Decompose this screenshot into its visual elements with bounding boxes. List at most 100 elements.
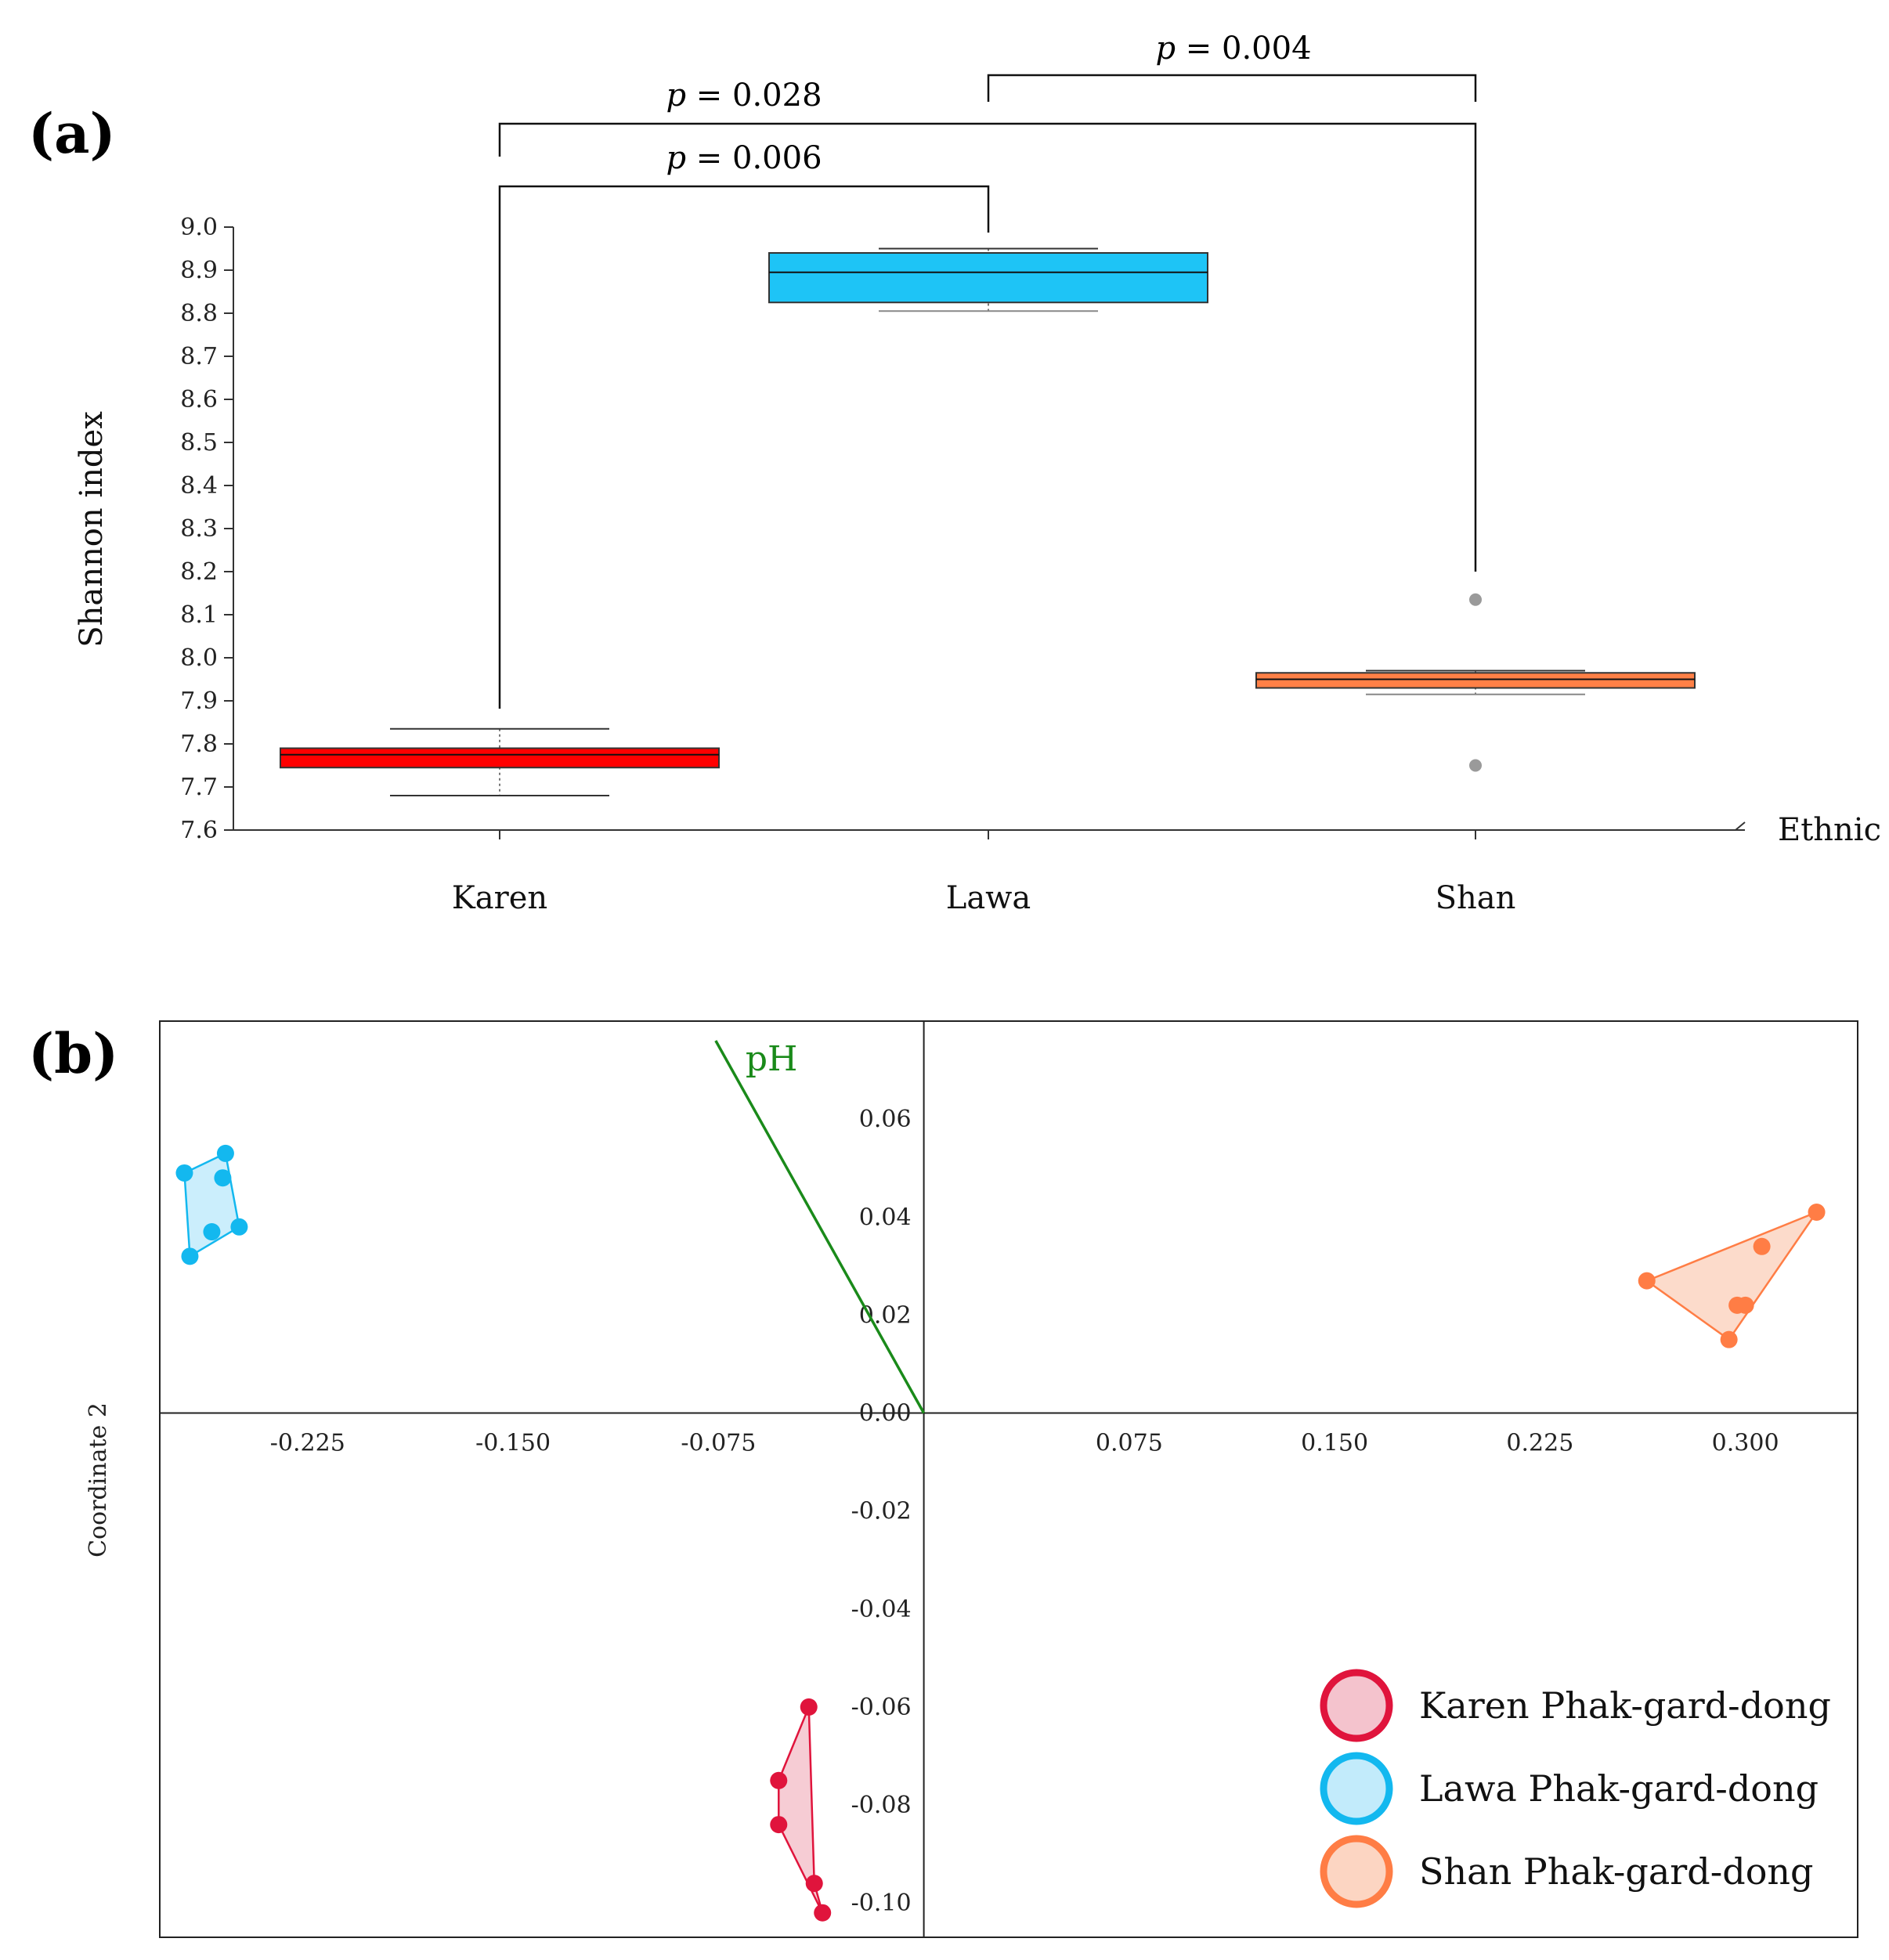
legend-swatch-lawa (1320, 1752, 1393, 1825)
box-iqr (280, 747, 720, 769)
y-tick-label: 7.9 (180, 688, 218, 715)
boxplot-axes: 7.6 7.7 7.8 7.9 8.0 8.1 8.2 8.3 8.4 8.5 8.6 8.7 8.8 8… (180, 214, 1746, 916)
p-value: = 0.006 (686, 140, 822, 176)
ph-vector-label: pH (746, 1039, 798, 1079)
legend-swatch-shan (1320, 1835, 1393, 1908)
y-tick-label: 8.3 (180, 515, 218, 543)
bracket-lawa-shan: p = 0.004 (987, 31, 1477, 102)
x-tick-label-shan: Shan (1436, 880, 1516, 916)
y-tick-label: 0.06 (859, 1106, 912, 1133)
point-karen (814, 1904, 832, 1922)
pcoa-panel: (b) Coordinate 2 -0.225 -0.150 -0.075 0.075… (28, 1020, 1858, 1938)
panel-b-label: (b) (28, 1021, 118, 1086)
boxplot-panel: (a) Shannon index Ethnic 7.6 7.7 7.8 7.9 8.0… (28, 31, 1881, 916)
y-tick-label: -0.02 (851, 1498, 912, 1525)
x-axis-end-tick (1735, 821, 1746, 831)
hull-lawa (183, 1152, 240, 1258)
point-shan (1753, 1237, 1771, 1255)
bracket-line (498, 185, 990, 709)
y-tick-label: 8.7 (180, 343, 218, 370)
y-tick-label: -0.10 (851, 1890, 912, 1917)
bracket-karen-shan: p = 0.028 (498, 78, 1477, 572)
y-tick-label: 8.2 (180, 558, 218, 586)
p-value-label: p = 0.006 (666, 140, 822, 176)
legend-item-karen: Karen Phak-gard-dong (1320, 1669, 1831, 1742)
legend-item-lawa: Lawa Phak-gard-dong (1320, 1752, 1819, 1825)
box-iqr (1255, 672, 1696, 689)
box-iqr (768, 252, 1208, 304)
outlier-point (1469, 593, 1482, 606)
y-tick-label: 8.1 (180, 601, 218, 629)
point-shan (1808, 1204, 1826, 1222)
x-tick-label: 0.225 (1506, 1430, 1573, 1457)
y-tick-label: 8.0 (180, 644, 218, 672)
legend: Karen Phak-gard-dong Lawa Phak-gard-dong S… (1320, 1669, 1831, 1908)
ph-vector-line (714, 1040, 926, 1414)
point-karen (800, 1698, 818, 1716)
y-tick-label: -0.04 (851, 1596, 912, 1623)
x-axis-title: Ethnic (1778, 812, 1881, 848)
point-karen (805, 1875, 823, 1893)
point-lawa (203, 1223, 221, 1241)
bracket-karen-lawa: p = 0.006 (498, 140, 990, 709)
p-symbol: p (1155, 31, 1176, 67)
x-tick-label: 0.075 (1096, 1430, 1163, 1457)
plot-frame (159, 1020, 1858, 1938)
legend-item-shan: Shan Phak-gard-dong (1320, 1835, 1813, 1908)
p-symbol: p (666, 78, 686, 114)
legend-label-shan: Shan Phak-gard-dong (1419, 1850, 1813, 1893)
panel-a-label: (a) (28, 101, 116, 166)
x-tick-label-lawa: Lawa (946, 880, 1031, 916)
point-lawa (175, 1164, 193, 1182)
box-shan (1255, 593, 1696, 772)
y-tick-label: 9.0 (180, 214, 218, 241)
y-axis-title: Shannon index (74, 411, 110, 648)
point-lawa (181, 1247, 199, 1265)
y-axis-title-coordinate-2: Coordinate 2 (85, 1402, 112, 1558)
y-tick-label: 8.4 (180, 472, 218, 500)
y-tick-label: 0.04 (859, 1204, 912, 1231)
y-tick-label: 8.8 (180, 300, 218, 327)
pcoa-axes: -0.225 -0.150 -0.075 0.075 0.150 0.225 0.300 0.… (160, 1021, 1858, 1937)
x-tick-label: -0.225 (270, 1430, 345, 1457)
y-tick-label: 7.6 (180, 817, 218, 844)
x-tick-label-karen: Karen (452, 880, 547, 916)
y-tick-label: 8.6 (180, 386, 218, 413)
p-value: = 0.004 (1176, 31, 1311, 67)
legend-label-karen: Karen Phak-gard-dong (1419, 1684, 1831, 1727)
legend-swatch-karen (1320, 1669, 1393, 1742)
x-tick-label: 0.300 (1712, 1430, 1779, 1457)
x-tick-label: -0.150 (475, 1430, 551, 1457)
x-tick-label: 0.150 (1301, 1430, 1368, 1457)
y-tick-label: -0.06 (851, 1694, 912, 1721)
box-lawa (768, 247, 1208, 312)
ph-vector: pH (714, 1039, 926, 1414)
point-shan (1728, 1296, 1746, 1314)
y-tick-label: 0.00 (859, 1400, 912, 1428)
point-shan (1638, 1272, 1656, 1290)
y-tick-label: 8.5 (180, 429, 218, 457)
bracket-line (498, 122, 1477, 572)
p-value: = 0.028 (686, 78, 822, 114)
bracket-line (987, 74, 1477, 102)
y-tick-label: 8.9 (180, 257, 218, 284)
point-shan (1720, 1330, 1738, 1348)
p-value-label: p = 0.028 (666, 78, 822, 114)
p-value-label: p = 0.004 (1155, 31, 1311, 67)
point-karen (770, 1771, 788, 1789)
boxplot-boxes (280, 247, 1696, 796)
x-tick-label: -0.075 (681, 1430, 756, 1457)
hull-shan (1645, 1211, 1818, 1341)
p-symbol: p (666, 140, 686, 176)
sample-points (175, 1144, 1826, 1922)
y-tick-label: 0.02 (859, 1301, 912, 1329)
hull-karen (778, 1706, 824, 1914)
legend-label-lawa: Lawa Phak-gard-dong (1419, 1767, 1819, 1810)
outlier-point (1469, 759, 1482, 772)
point-lawa (216, 1144, 234, 1162)
y-tick-label: 7.7 (180, 774, 218, 801)
point-karen (770, 1816, 788, 1834)
point-lawa (230, 1218, 248, 1236)
